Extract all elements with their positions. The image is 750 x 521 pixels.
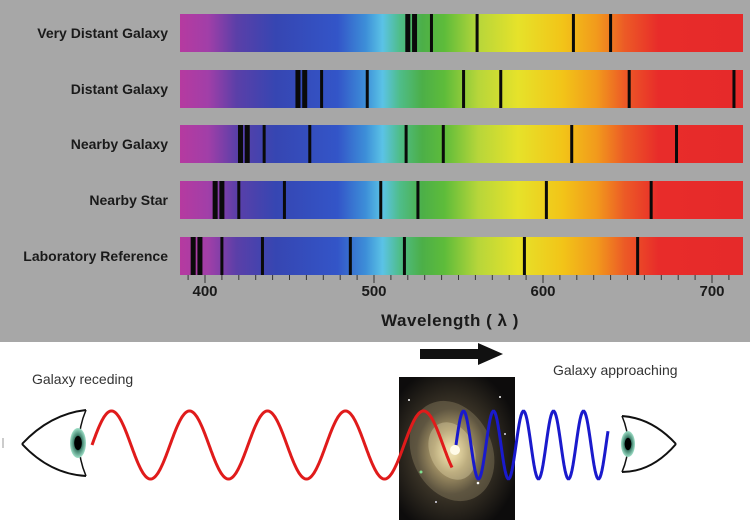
spectrum-bar [180,70,743,108]
spectrum-row-label: Nearby Galaxy [70,136,168,152]
absorption-line [570,125,574,163]
absorption-line [404,125,408,163]
motion-arrow-icon [420,343,503,365]
absorption-line [441,125,445,163]
absorption-line [412,14,418,52]
absorption-line [499,70,503,108]
spectra-panel [0,0,750,342]
tick-label: 500 [361,283,387,300]
absorption-line [522,237,526,275]
absorption-line [302,70,308,108]
red-wave [90,409,454,481]
axis-title: Wavelength ( λ ) [381,311,519,330]
absorption-line [308,125,312,163]
absorption-line [732,70,736,108]
spectrum-bar [180,14,743,52]
absorption-line [544,181,548,219]
absorption-line [212,181,218,219]
absorption-line [197,237,203,275]
absorption-line [379,181,383,219]
doppler-diagram [2,343,677,520]
absorption-line [220,237,224,275]
spectra-chart [180,14,743,283]
absorption-line [627,70,631,108]
spectrum-row-label: Very Distant Galaxy [37,25,168,41]
absorption-line [237,125,243,163]
tick-label: 600 [530,283,556,300]
absorption-line [260,237,264,275]
absorption-line [675,125,679,163]
spectrum-row-label: Distant Galaxy [70,81,168,97]
absorption-line [219,181,225,219]
absorption-line [262,125,266,163]
absorption-line [405,14,411,52]
absorption-line [320,70,324,108]
eye-right-icon [621,415,677,473]
absorption-line [282,181,286,219]
spectrum-row-label: Nearby Star [89,192,168,208]
absorption-line [348,237,352,275]
tick-label: 700 [699,283,725,300]
absorption-line [244,125,250,163]
absorption-line [609,14,613,52]
absorption-line [295,70,301,108]
spectrum-bar [180,125,743,163]
receding-label: Galaxy receding [32,371,134,387]
absorption-line [190,237,196,275]
absorption-line [402,237,406,275]
spectrum-row-label: Laboratory Reference [23,248,168,264]
doppler-panel: Galaxy receding Galaxy approaching [0,342,750,521]
absorption-line [416,181,420,219]
spectrum-bar [180,181,743,219]
absorption-line [475,14,479,52]
tick-label: 400 [192,283,218,300]
absorption-line [429,14,433,52]
absorption-line [462,70,466,108]
absorption-line [237,181,241,219]
absorption-line [649,181,653,219]
absorption-line [571,14,575,52]
approaching-label: Galaxy approaching [553,362,678,378]
spectrum-bar [180,237,743,275]
absorption-line [365,70,369,108]
absorption-line [636,237,640,275]
blue-wave [454,409,610,481]
galaxy-image [399,377,515,520]
eye-left-icon [21,409,87,477]
